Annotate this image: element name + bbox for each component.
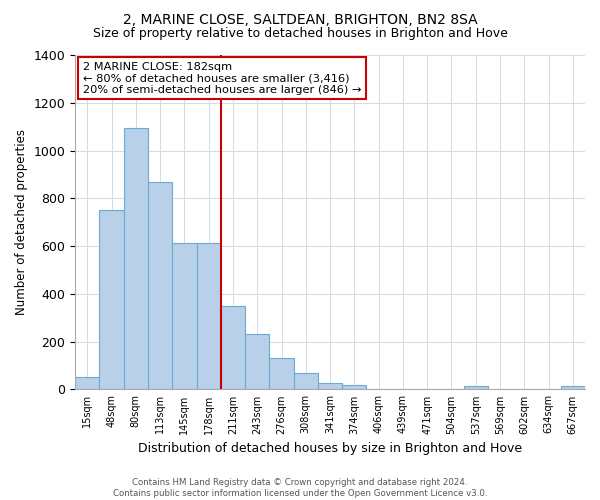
Text: 2 MARINE CLOSE: 182sqm
← 80% of detached houses are smaller (3,416)
20% of semi-: 2 MARINE CLOSE: 182sqm ← 80% of detached… [83,62,361,95]
Text: 2, MARINE CLOSE, SALTDEAN, BRIGHTON, BN2 8SA: 2, MARINE CLOSE, SALTDEAN, BRIGHTON, BN2… [122,12,478,26]
Bar [269,358,293,390]
Bar [197,242,221,390]
Bar [245,334,269,390]
Bar [318,384,342,390]
Bar [75,378,100,390]
Bar [464,386,488,390]
Bar [124,128,148,390]
Bar [221,306,245,390]
Bar [148,182,172,390]
Text: Size of property relative to detached houses in Brighton and Hove: Size of property relative to detached ho… [92,28,508,40]
Bar [100,210,124,390]
X-axis label: Distribution of detached houses by size in Brighton and Hove: Distribution of detached houses by size … [138,442,522,455]
Text: Contains HM Land Registry data © Crown copyright and database right 2024.
Contai: Contains HM Land Registry data © Crown c… [113,478,487,498]
Y-axis label: Number of detached properties: Number of detached properties [15,129,28,315]
Bar [293,373,318,390]
Bar [172,242,197,390]
Bar [342,385,367,390]
Bar [561,386,585,390]
